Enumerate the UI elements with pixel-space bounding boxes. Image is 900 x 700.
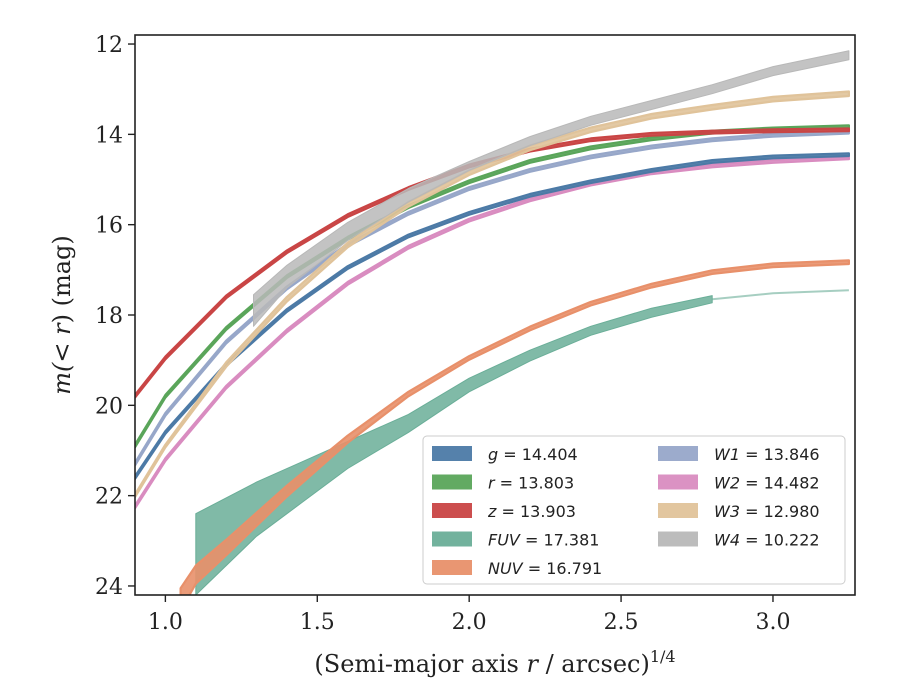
x-tick-label: 1.5: [300, 610, 335, 635]
legend-label-z: z = 13.903: [487, 502, 576, 521]
legend-label-w2: W2 = 14.482: [714, 474, 820, 493]
legend-label-nuv: NUV = 16.791: [488, 559, 602, 578]
legend-swatch-w2: [658, 474, 698, 490]
series-fuv-band: [195, 295, 713, 595]
x-axis-label: (Semi-major axis r / arcsec)1/4: [314, 647, 675, 678]
series-nuv-band: [179, 259, 850, 595]
y-tick-label: 22: [95, 485, 123, 510]
series-w4-band: [253, 50, 850, 327]
x-tick-label: 2.0: [452, 610, 487, 635]
y-tick-label: 24: [95, 575, 123, 600]
legend-label-r: r = 13.803: [488, 474, 574, 493]
legend-swatch-g: [432, 446, 472, 461]
legend-swatch-w1: [658, 446, 698, 461]
legend-swatch-z: [432, 503, 472, 518]
y-tick-label: 12: [95, 33, 123, 58]
legend-label-g: g = 14.404: [488, 445, 578, 464]
legend-label-w3: W3 = 12.980: [714, 502, 820, 521]
y-axis-label: m(< r) (mag): [48, 235, 76, 395]
y-tick-label: 18: [95, 304, 123, 329]
legend: g = 14.404 r = 13.803 z = 13.903 FUV = 17.3…: [422, 435, 846, 585]
legend-box: [422, 435, 846, 585]
ticks-layer: 1.0 1.5 2.0 2.5 3.0 12 14 16 18 20 22 24: [95, 33, 790, 635]
legend-items: g = 14.404 r = 13.803 z = 13.903 FUV = 17.3…: [432, 445, 820, 578]
legend-swatch-w4: [658, 531, 698, 547]
legend-swatch-fuv: [432, 531, 472, 547]
series-w3-band: [135, 90, 850, 499]
series-w2-band: [135, 155, 850, 510]
legend-label-fuv: FUV = 17.381: [488, 531, 599, 550]
legend-swatch-r: [432, 474, 472, 490]
x-tick-label: 3.0: [755, 610, 790, 635]
legend-swatch-nuv: [432, 560, 472, 575]
series-z-band: [135, 127, 850, 399]
y-tick-label: 16: [95, 214, 123, 239]
legend-label-w1: W1 = 13.846: [714, 445, 820, 464]
legend-label-w4: W4 = 10.222: [714, 531, 820, 550]
x-tick-label: 1.0: [148, 610, 183, 635]
series-g-band: [135, 152, 850, 480]
x-tick-label: 2.5: [604, 610, 639, 635]
y-tick-label: 14: [95, 123, 123, 148]
legend-swatch-w3: [658, 503, 698, 518]
y-tick-label: 20: [95, 394, 123, 419]
series-layer: [135, 50, 850, 595]
series-fuv-extension: [712, 289, 849, 301]
